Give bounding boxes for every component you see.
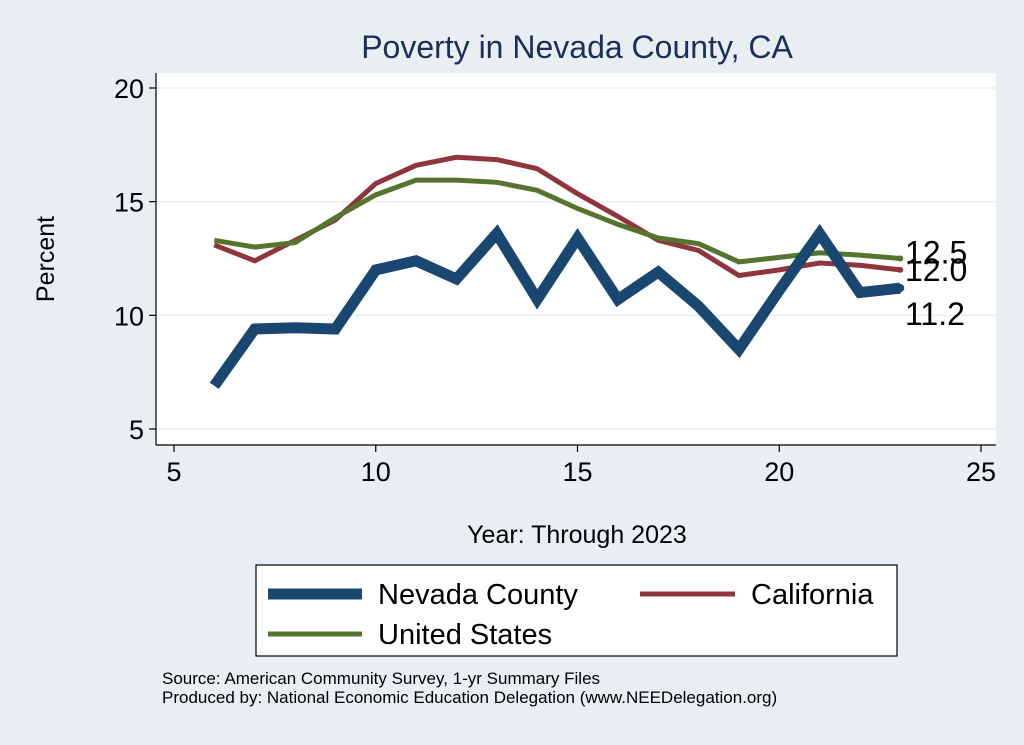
y-tick-label-20: 20 <box>114 74 144 104</box>
legend-box <box>255 564 898 657</box>
end-point-united-states <box>897 255 904 262</box>
x-tick-label-5: 5 <box>166 457 181 487</box>
series-line-nevada-county <box>209 223 901 389</box>
x-tick-label-25: 25 <box>966 457 996 487</box>
end-label-nevada-county: 11.2 <box>905 296 965 332</box>
x-axis-label: Year: Through 2023 <box>467 521 687 549</box>
legend-label-california: California <box>751 579 874 611</box>
footer: Source: American Community Survey, 1-yr … <box>162 669 777 707</box>
produced-by-note: Produced by: National Economic Education… <box>162 688 778 707</box>
chart-title: Poverty in Nevada County, CA <box>361 29 793 65</box>
grid-lines <box>157 87 996 430</box>
series-lines <box>209 154 905 389</box>
series-line-united-states <box>213 177 901 265</box>
legend-label-nevada-county: Nevada County <box>378 579 578 611</box>
x-tick-label-20: 20 <box>764 457 794 487</box>
y-tick-label-15: 15 <box>114 188 144 218</box>
legend-label-united-states: United States <box>378 619 552 651</box>
end-labels: 11.2 12.012.5 <box>905 235 967 333</box>
x-tick-label-10: 10 <box>361 457 391 487</box>
y-tick-label-10: 10 <box>114 301 144 331</box>
y-tick-label-5: 5 <box>129 415 144 445</box>
legend-entries: Nevada County California United States <box>268 579 874 651</box>
axis-ticks: 5 10 15 20 5 10 15 20 25 <box>114 74 996 487</box>
legend: Nevada County California United States <box>255 564 898 657</box>
end-label-california: 12.0 <box>905 252 967 288</box>
end-point-nevada-county <box>896 284 905 293</box>
x-tick-label-15: 15 <box>562 457 592 487</box>
source-note: Source: American Community Survey, 1-yr … <box>162 669 601 688</box>
plot-area <box>156 73 996 445</box>
y-axis-label: Percent <box>32 216 60 302</box>
end-label-united-states: 12.5 <box>905 235 967 271</box>
end-point-california <box>897 266 904 273</box>
